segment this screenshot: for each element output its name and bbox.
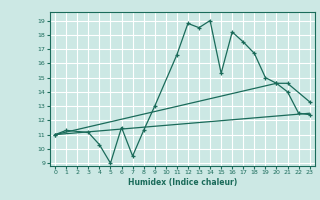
X-axis label: Humidex (Indice chaleur): Humidex (Indice chaleur) <box>128 178 237 187</box>
